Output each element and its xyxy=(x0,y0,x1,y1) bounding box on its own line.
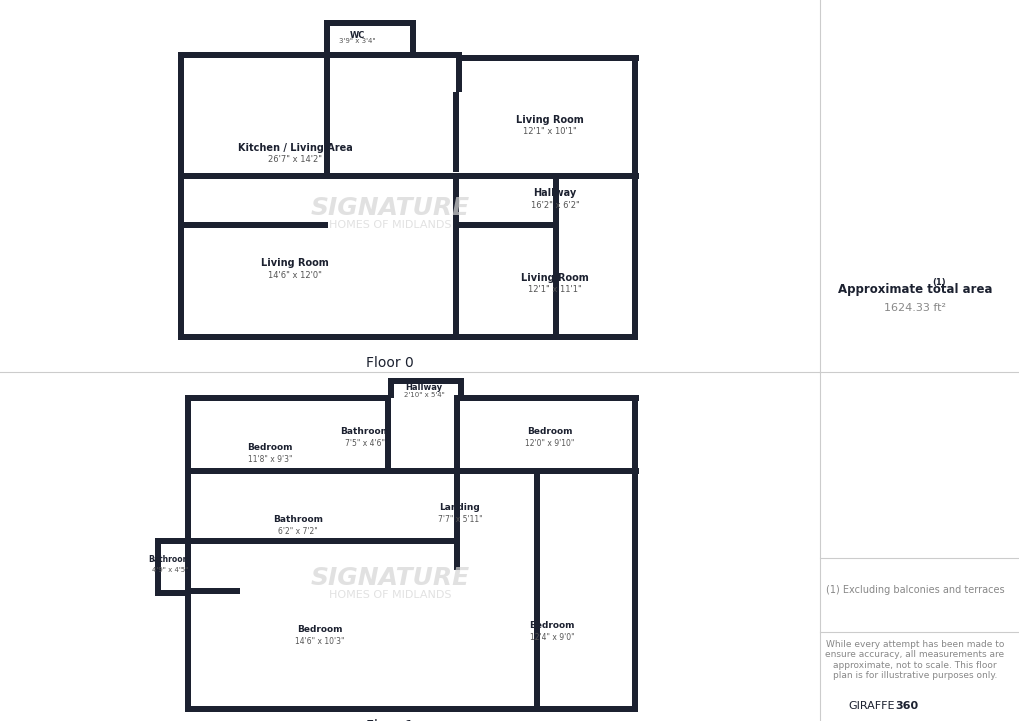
Bar xyxy=(324,173,455,179)
Text: Landing: Landing xyxy=(439,503,480,513)
Text: 11'8" x 9'3": 11'8" x 9'3" xyxy=(248,456,292,464)
Text: Approximate total area: Approximate total area xyxy=(837,283,991,296)
Text: 26'7" x 14'2": 26'7" x 14'2" xyxy=(268,156,322,164)
Bar xyxy=(455,173,638,179)
Bar xyxy=(410,20,416,58)
Text: HOMES OF MIDLANDS: HOMES OF MIDLANDS xyxy=(328,590,450,600)
Text: Floor 0: Floor 0 xyxy=(366,356,414,370)
Text: 6'2" x 7'2": 6'2" x 7'2" xyxy=(278,528,318,536)
Bar xyxy=(632,55,637,338)
Bar xyxy=(458,468,638,474)
Text: Bathroom: Bathroom xyxy=(149,555,192,565)
Bar xyxy=(184,538,460,544)
Bar xyxy=(184,706,637,712)
Bar xyxy=(387,378,462,384)
Text: SIGNATURE: SIGNATURE xyxy=(310,196,469,220)
Bar xyxy=(178,52,328,58)
Text: 12'1" x 11'1": 12'1" x 11'1" xyxy=(528,286,581,294)
Bar xyxy=(552,173,558,226)
Bar xyxy=(184,395,191,710)
Text: WC: WC xyxy=(348,32,365,40)
Text: 7'7" x 5'11": 7'7" x 5'11" xyxy=(437,516,482,524)
Text: Bedroom: Bedroom xyxy=(527,428,573,436)
Text: 1624.33 ft²: 1624.33 ft² xyxy=(883,303,945,313)
Text: 14'6" x 12'0": 14'6" x 12'0" xyxy=(268,270,322,280)
Bar xyxy=(324,52,414,58)
Text: Kitchen / Living Area: Kitchen / Living Area xyxy=(237,143,352,153)
Bar xyxy=(324,20,330,58)
Text: Bedroom: Bedroom xyxy=(529,621,574,629)
Text: Hallway: Hallway xyxy=(405,383,442,392)
Bar xyxy=(452,92,459,172)
Bar xyxy=(178,222,328,228)
Text: 4'9" x 4'5": 4'9" x 4'5" xyxy=(152,567,187,573)
Text: Living Room: Living Room xyxy=(521,273,588,283)
Text: 12'1" x 10'1": 12'1" x 10'1" xyxy=(523,128,577,136)
Text: 16'2" x 6'2": 16'2" x 6'2" xyxy=(530,200,579,210)
Text: Living Room: Living Room xyxy=(261,258,328,268)
Bar xyxy=(178,52,183,338)
Text: (1) Excluding balconies and terraces: (1) Excluding balconies and terraces xyxy=(824,585,1004,595)
Bar xyxy=(184,468,460,474)
Text: (1): (1) xyxy=(931,278,945,288)
Bar xyxy=(324,52,330,177)
Bar xyxy=(155,538,161,593)
Text: HOMES OF MIDLANDS: HOMES OF MIDLANDS xyxy=(328,220,450,230)
Text: 7'5" x 4'6": 7'5" x 4'6" xyxy=(344,440,384,448)
Bar xyxy=(410,52,460,58)
Bar xyxy=(155,538,186,544)
Text: Hallway: Hallway xyxy=(533,188,576,198)
Bar xyxy=(384,395,390,470)
Bar xyxy=(184,395,389,401)
Bar xyxy=(155,590,186,596)
Text: Living Room: Living Room xyxy=(516,115,583,125)
Text: While every attempt has been made to
ensure accuracy, all measurements are
appro: While every attempt has been made to ens… xyxy=(824,640,1004,680)
Text: Bathroom: Bathroom xyxy=(273,516,323,524)
Bar xyxy=(178,334,637,340)
Bar xyxy=(632,395,637,710)
Text: GIRAFFE: GIRAFFE xyxy=(848,701,894,711)
Bar xyxy=(458,378,464,398)
Text: Bedroom: Bedroom xyxy=(247,443,292,453)
Text: SIGNATURE: SIGNATURE xyxy=(310,566,469,590)
Bar xyxy=(178,173,328,179)
Bar xyxy=(453,395,460,570)
Text: 3'9" x 3'4": 3'9" x 3'4" xyxy=(338,38,375,44)
Text: 2'10" x 5'4": 2'10" x 5'4" xyxy=(404,392,444,398)
Bar xyxy=(458,395,638,401)
Bar xyxy=(452,173,459,338)
Bar xyxy=(184,588,239,594)
Text: Bedroom: Bedroom xyxy=(297,626,342,634)
Bar xyxy=(534,468,539,710)
Bar xyxy=(455,55,638,61)
Text: 14'6" x 10'3": 14'6" x 10'3" xyxy=(294,637,344,647)
Text: 360: 360 xyxy=(894,701,917,711)
Text: Bathroom: Bathroom xyxy=(339,428,389,436)
Text: 12'0" x 9'10": 12'0" x 9'10" xyxy=(525,440,574,448)
Text: Floor 1: Floor 1 xyxy=(366,719,414,721)
Bar xyxy=(455,52,462,92)
Bar xyxy=(387,378,393,398)
Bar xyxy=(552,222,558,338)
Bar xyxy=(324,20,414,26)
Bar xyxy=(455,222,555,228)
Bar xyxy=(178,52,183,200)
Text: 12'4" x 9'0": 12'4" x 9'0" xyxy=(529,632,574,642)
